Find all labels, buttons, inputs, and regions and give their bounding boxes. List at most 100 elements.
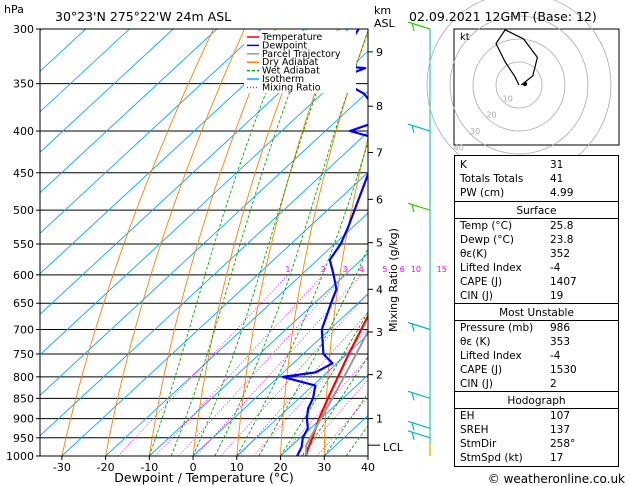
pressure-tick-label: 500	[13, 204, 34, 217]
dry-adiabat	[105, 29, 245, 456]
pressure-tick-label: 350	[13, 78, 34, 91]
dry-adiabat	[280, 29, 368, 456]
mixing-ratio-label: 10	[411, 265, 421, 274]
mu-value: 2	[550, 378, 557, 390]
most-unstable-title: Most Unstable	[499, 307, 574, 319]
mu-key: Lifted Index	[460, 350, 522, 362]
wet-adiabat	[258, 246, 368, 456]
hodograph-stats-panel: Hodograph EH 107 SREH 137 StmDir 258° StmSp…	[454, 391, 619, 467]
temp-tick-label: -20	[97, 461, 115, 474]
most-unstable-panel: Most Unstable Pressure (mb) 986 θε (K) 353…	[454, 303, 619, 392]
isotherm	[40, 29, 305, 275]
hodo-value: 258°	[550, 438, 576, 450]
wet-adiabat	[236, 141, 368, 456]
wind-barb-flag	[411, 204, 415, 213]
pressure-tick-label: 450	[13, 167, 34, 180]
pressure-tick-label: 800	[13, 371, 34, 384]
index-value: 41	[550, 173, 564, 185]
wind-barb-flag	[411, 323, 415, 332]
hodograph-kt-label: kt	[460, 32, 470, 43]
legend-label: Dewpoint	[262, 40, 307, 51]
index-key: K	[460, 159, 467, 171]
legend-label: Dry Adiabat	[262, 57, 319, 68]
altitude-tick-label: 8	[376, 100, 383, 113]
mixing-ratio-line	[280, 357, 368, 456]
wind-barb-flag	[411, 422, 415, 431]
hodo-key: StmDir	[460, 438, 497, 450]
wet-adiabat	[302, 355, 368, 456]
pressure-tick-label: 1000	[6, 450, 34, 463]
pressure-unit-label: hPa	[4, 3, 24, 16]
hodo-value: 137	[550, 424, 571, 436]
altitude-tick-label: 1	[376, 413, 383, 426]
temp-tick-label: 10	[230, 461, 244, 474]
mu-key: CAPE (J)	[460, 364, 503, 376]
surface-key: CIN (J)	[460, 290, 493, 302]
temp-tick-label: 30	[317, 461, 331, 474]
pressure-tick-label: 750	[13, 348, 34, 361]
index-row: Totals Totals 41	[455, 172, 618, 186]
surface-divider	[455, 218, 618, 219]
surface-key: Dewp (°C)	[460, 234, 514, 246]
isotherm	[40, 29, 218, 194]
isotherm	[40, 90, 368, 396]
mu-value: 1530	[550, 364, 577, 376]
altitude-tick-label: 4	[376, 283, 383, 296]
surface-row: CAPE (J) 1407	[455, 275, 618, 289]
surface-value: 25.8	[550, 220, 574, 232]
mixing-ratio-label: 3	[343, 265, 348, 274]
legend-label: Temperature	[261, 32, 322, 43]
hodo-key: StmSpd (kt)	[460, 452, 523, 464]
wind-barb	[407, 123, 431, 132]
most-unstable-divider	[455, 320, 618, 321]
mixing-ratio-line	[178, 274, 346, 456]
pressure-tick-label: 300	[13, 23, 34, 36]
index-value: 4.99	[550, 187, 574, 199]
temp-tick-label: 40	[361, 461, 375, 474]
mu-key: CIN (J)	[460, 378, 493, 390]
isotherm	[40, 29, 130, 113]
mixing-ratio-line	[195, 274, 362, 456]
mu-row: CAPE (J) 1530	[455, 363, 618, 377]
mixing-ratio-label: 5	[382, 265, 387, 274]
hodograph-ring-label: 30	[470, 127, 480, 136]
mu-row: Pressure (mb) 986	[455, 321, 618, 335]
mixing-ratio-line	[300, 379, 368, 456]
altitude-tick-label: 2	[376, 369, 383, 382]
hodograph-trace	[495, 29, 539, 86]
legend-label: Parcel Trajectory	[262, 49, 341, 60]
isotherm	[40, 29, 261, 234]
surface-key: Temp (°C)	[460, 220, 513, 232]
dry-adiabat	[61, 29, 214, 456]
pressure-tick-label: 900	[13, 413, 34, 426]
wet-adiabat	[214, 30, 368, 456]
surface-panel: Surface Temp (°C) 25.8 Dewp (°C) 23.8 θε(K…	[454, 201, 619, 304]
dry-adiabat	[236, 29, 338, 456]
pressure-tick-label: 550	[13, 238, 34, 251]
indices-panel: K 31 Totals Totals 41 PW (cm) 4.99	[454, 155, 619, 202]
surface-value: 352	[550, 248, 571, 260]
wet-adiabat	[170, 29, 315, 456]
temp-tick-label: -10	[140, 461, 158, 474]
index-key: PW (cm)	[460, 187, 505, 199]
hodo-row: StmSpd (kt) 17	[455, 451, 618, 465]
wind-barb-flag	[411, 431, 415, 440]
station-title: 30°23'N 275°22'W 24m ASL	[55, 9, 231, 24]
legend-label: Mixing Ratio	[262, 82, 321, 93]
hodograph: 10 20 30 40	[426, 0, 620, 178]
hodograph-stats-title: Hodograph	[507, 395, 566, 407]
wind-barb-flag	[411, 392, 415, 401]
hodograph-ring-label: 20	[486, 111, 496, 120]
legend-label: Wet Adiabat	[262, 66, 320, 77]
mixing-ratio-line	[220, 292, 368, 456]
isotherm	[105, 212, 368, 456]
mixing-ratio-label: 4	[359, 265, 364, 274]
surface-value: 19	[550, 290, 564, 302]
surface-key: CAPE (J)	[460, 276, 503, 288]
pressure-tick-label: 950	[13, 432, 34, 445]
surface-row: Lifted Index -4	[455, 261, 618, 275]
isotherm	[149, 252, 368, 456]
legend-box	[244, 31, 356, 93]
mu-row: Lifted Index -4	[455, 349, 618, 363]
